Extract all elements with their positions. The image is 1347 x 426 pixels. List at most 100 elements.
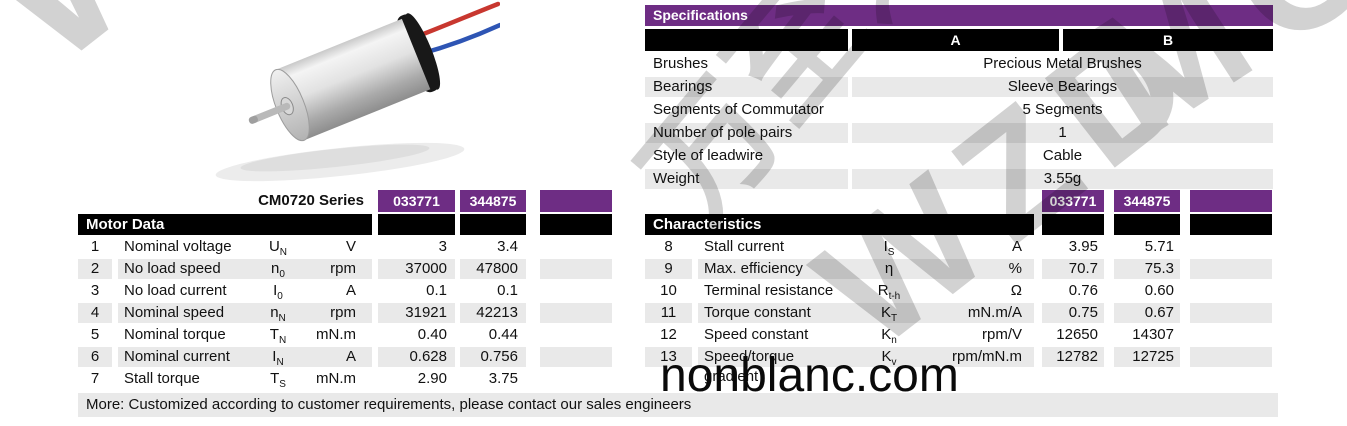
value-variant-033771: 3 xyxy=(438,238,447,255)
value-variant-344875: 42213 xyxy=(460,303,526,323)
parameter-name: Nominal torque xyxy=(124,326,226,343)
value-variant-033771: 37000 xyxy=(378,259,455,279)
row-number: 1 xyxy=(90,238,100,255)
characteristics-table: 033771 344875 Characteristics 8 Stall cu… xyxy=(645,190,1273,385)
parameter-row: 6 Nominal current IN A 0.628 0.756 xyxy=(78,347,612,368)
value-variant-033771: 0.75 xyxy=(1042,303,1104,323)
black-stub xyxy=(1114,214,1180,235)
parameter-symbol: IN xyxy=(272,348,284,368)
parameter-cell: Speed/torque gradient Kv rpm/mN.m xyxy=(698,347,1034,385)
parameter-unit: rpm/V xyxy=(981,326,1022,343)
value-variant-344875: 5.71 xyxy=(1144,238,1174,255)
parameter-symbol: TS xyxy=(270,370,286,390)
spec-parameter-label: Segments of Commutator xyxy=(653,101,824,118)
value-variant-344875: 12725 xyxy=(1114,347,1180,367)
value-variant-blank xyxy=(540,369,612,389)
spec-row: Segments of Commutator 5 Segments xyxy=(645,100,1273,120)
value-variant-344875: 47800 xyxy=(460,259,526,279)
motor-product-photo xyxy=(215,1,500,182)
parameter-symbol: TN xyxy=(269,326,287,346)
row-number: 7 xyxy=(90,370,100,387)
parameter-unit: A xyxy=(345,282,356,299)
customization-note: More: Customized according to customer r… xyxy=(78,393,1278,417)
spec-parameter-label: Weight xyxy=(645,169,848,189)
parameter-cell: Torque constant KT mN.m/A xyxy=(698,303,1034,324)
specifications-header-row: A B xyxy=(645,29,1273,51)
parameter-row: 13 Speed/torque gradient Kv rpm/mN.m 127… xyxy=(645,347,1273,385)
variant-header-033771: 033771 xyxy=(1042,190,1104,212)
variant-header-344875: 344875 xyxy=(460,190,526,212)
motor-data-title: Motor Data xyxy=(78,214,372,235)
variant-header-033771: 033771 xyxy=(378,190,455,212)
spec-parameter-label: Style of leadwire xyxy=(653,147,764,164)
parameter-cell: No load speed n0 rpm xyxy=(118,259,372,280)
parameter-symbol: nN xyxy=(270,304,286,324)
parameter-symbol: η xyxy=(884,260,894,277)
value-variant-blank xyxy=(1190,303,1272,323)
row-number: 11 xyxy=(645,303,692,323)
parameter-name: Speed constant xyxy=(704,326,809,343)
motor-data-rows: 1 Nominal voltage UN V 3 3.4 2 No load s… xyxy=(78,237,612,390)
value-variant-033771: 2.90 xyxy=(417,370,447,387)
black-stub xyxy=(460,214,526,235)
parameter-row: 7 Stall torque TS mN.m 2.90 3.75 xyxy=(78,369,612,390)
parameter-cell: Nominal current IN A xyxy=(118,347,372,368)
parameter-cell: Stall torque TS mN.m xyxy=(118,369,372,390)
spec-blank-header-cell xyxy=(645,29,848,51)
spec-row: Style of leadwire Cable xyxy=(645,146,1273,166)
parameter-name: Torque constant xyxy=(704,304,811,321)
variant-header-blank xyxy=(1190,190,1272,212)
parameter-cell: Nominal speed nN rpm xyxy=(118,303,372,324)
parameter-name: Stall current xyxy=(704,238,785,255)
parameter-row: 1 Nominal voltage UN V 3 3.4 xyxy=(78,237,612,258)
characteristics-header-row: 033771 344875 xyxy=(645,190,1273,212)
parameter-name: Nominal voltage xyxy=(124,238,232,255)
parameter-row: 12 Speed constant Kn rpm/V 12650 14307 xyxy=(645,325,1273,346)
value-variant-033771: 0.1 xyxy=(426,282,447,299)
variant-header-blank xyxy=(540,190,612,212)
parameter-unit: mN.m xyxy=(316,370,356,387)
spec-parameter-label: Bearings xyxy=(645,77,848,97)
spec-row: Bearings Sleeve Bearings xyxy=(645,77,1273,97)
variant-header-344875: 344875 xyxy=(1114,190,1180,212)
value-variant-blank xyxy=(1190,347,1272,367)
value-variant-blank xyxy=(1190,237,1272,257)
row-number: 6 xyxy=(78,347,112,367)
parameter-cell: Nominal voltage UN V xyxy=(118,237,372,258)
specifications-title: Specifications xyxy=(645,5,1273,26)
parameter-unit: rpm xyxy=(330,304,356,321)
row-number: 10 xyxy=(660,282,677,299)
value-variant-344875: 0.44 xyxy=(488,326,518,343)
motor-data-section-bar: Motor Data xyxy=(78,214,612,235)
black-stub xyxy=(378,214,455,235)
parameter-symbol: Kv xyxy=(881,348,897,368)
value-variant-033771: 12782 xyxy=(1042,347,1104,367)
parameter-name: Nominal speed xyxy=(124,304,225,321)
blank-header-cell xyxy=(645,190,1034,212)
parameter-cell: Max. efficiency η % xyxy=(698,259,1034,279)
parameter-unit: V xyxy=(345,238,356,255)
value-variant-blank xyxy=(1190,259,1272,279)
parameter-row: 3 No load current I0 A 0.1 0.1 xyxy=(78,281,612,302)
spec-parameter-value: 5 Segments xyxy=(1022,101,1103,118)
parameter-unit: % xyxy=(1008,260,1022,277)
motor-body xyxy=(248,13,441,142)
site-watermark: nonblanc.com xyxy=(660,349,959,402)
spec-parameter-value: 1 xyxy=(852,123,1273,143)
parameter-name: No load current xyxy=(124,282,227,299)
motor-shadow xyxy=(215,142,465,182)
row-number: 12 xyxy=(660,326,677,343)
parameter-name: Speed/torque gradient xyxy=(704,348,795,385)
spec-column-b-header: B xyxy=(1063,29,1273,51)
value-variant-blank xyxy=(540,237,612,257)
motor-data-table: CM0720 Series 033771 344875 Motor Data 1… xyxy=(78,190,612,390)
parameter-row: 2 No load speed n0 rpm 37000 47800 xyxy=(78,259,612,280)
parameter-unit: A xyxy=(345,348,356,365)
row-number: 2 xyxy=(78,259,112,279)
spec-parameter-value: Sleeve Bearings xyxy=(852,77,1273,97)
parameter-cell: No load current I0 A xyxy=(118,281,372,302)
black-stub xyxy=(1190,214,1272,235)
parameter-unit: rpm xyxy=(330,260,356,277)
value-variant-033771: 31921 xyxy=(378,303,455,323)
